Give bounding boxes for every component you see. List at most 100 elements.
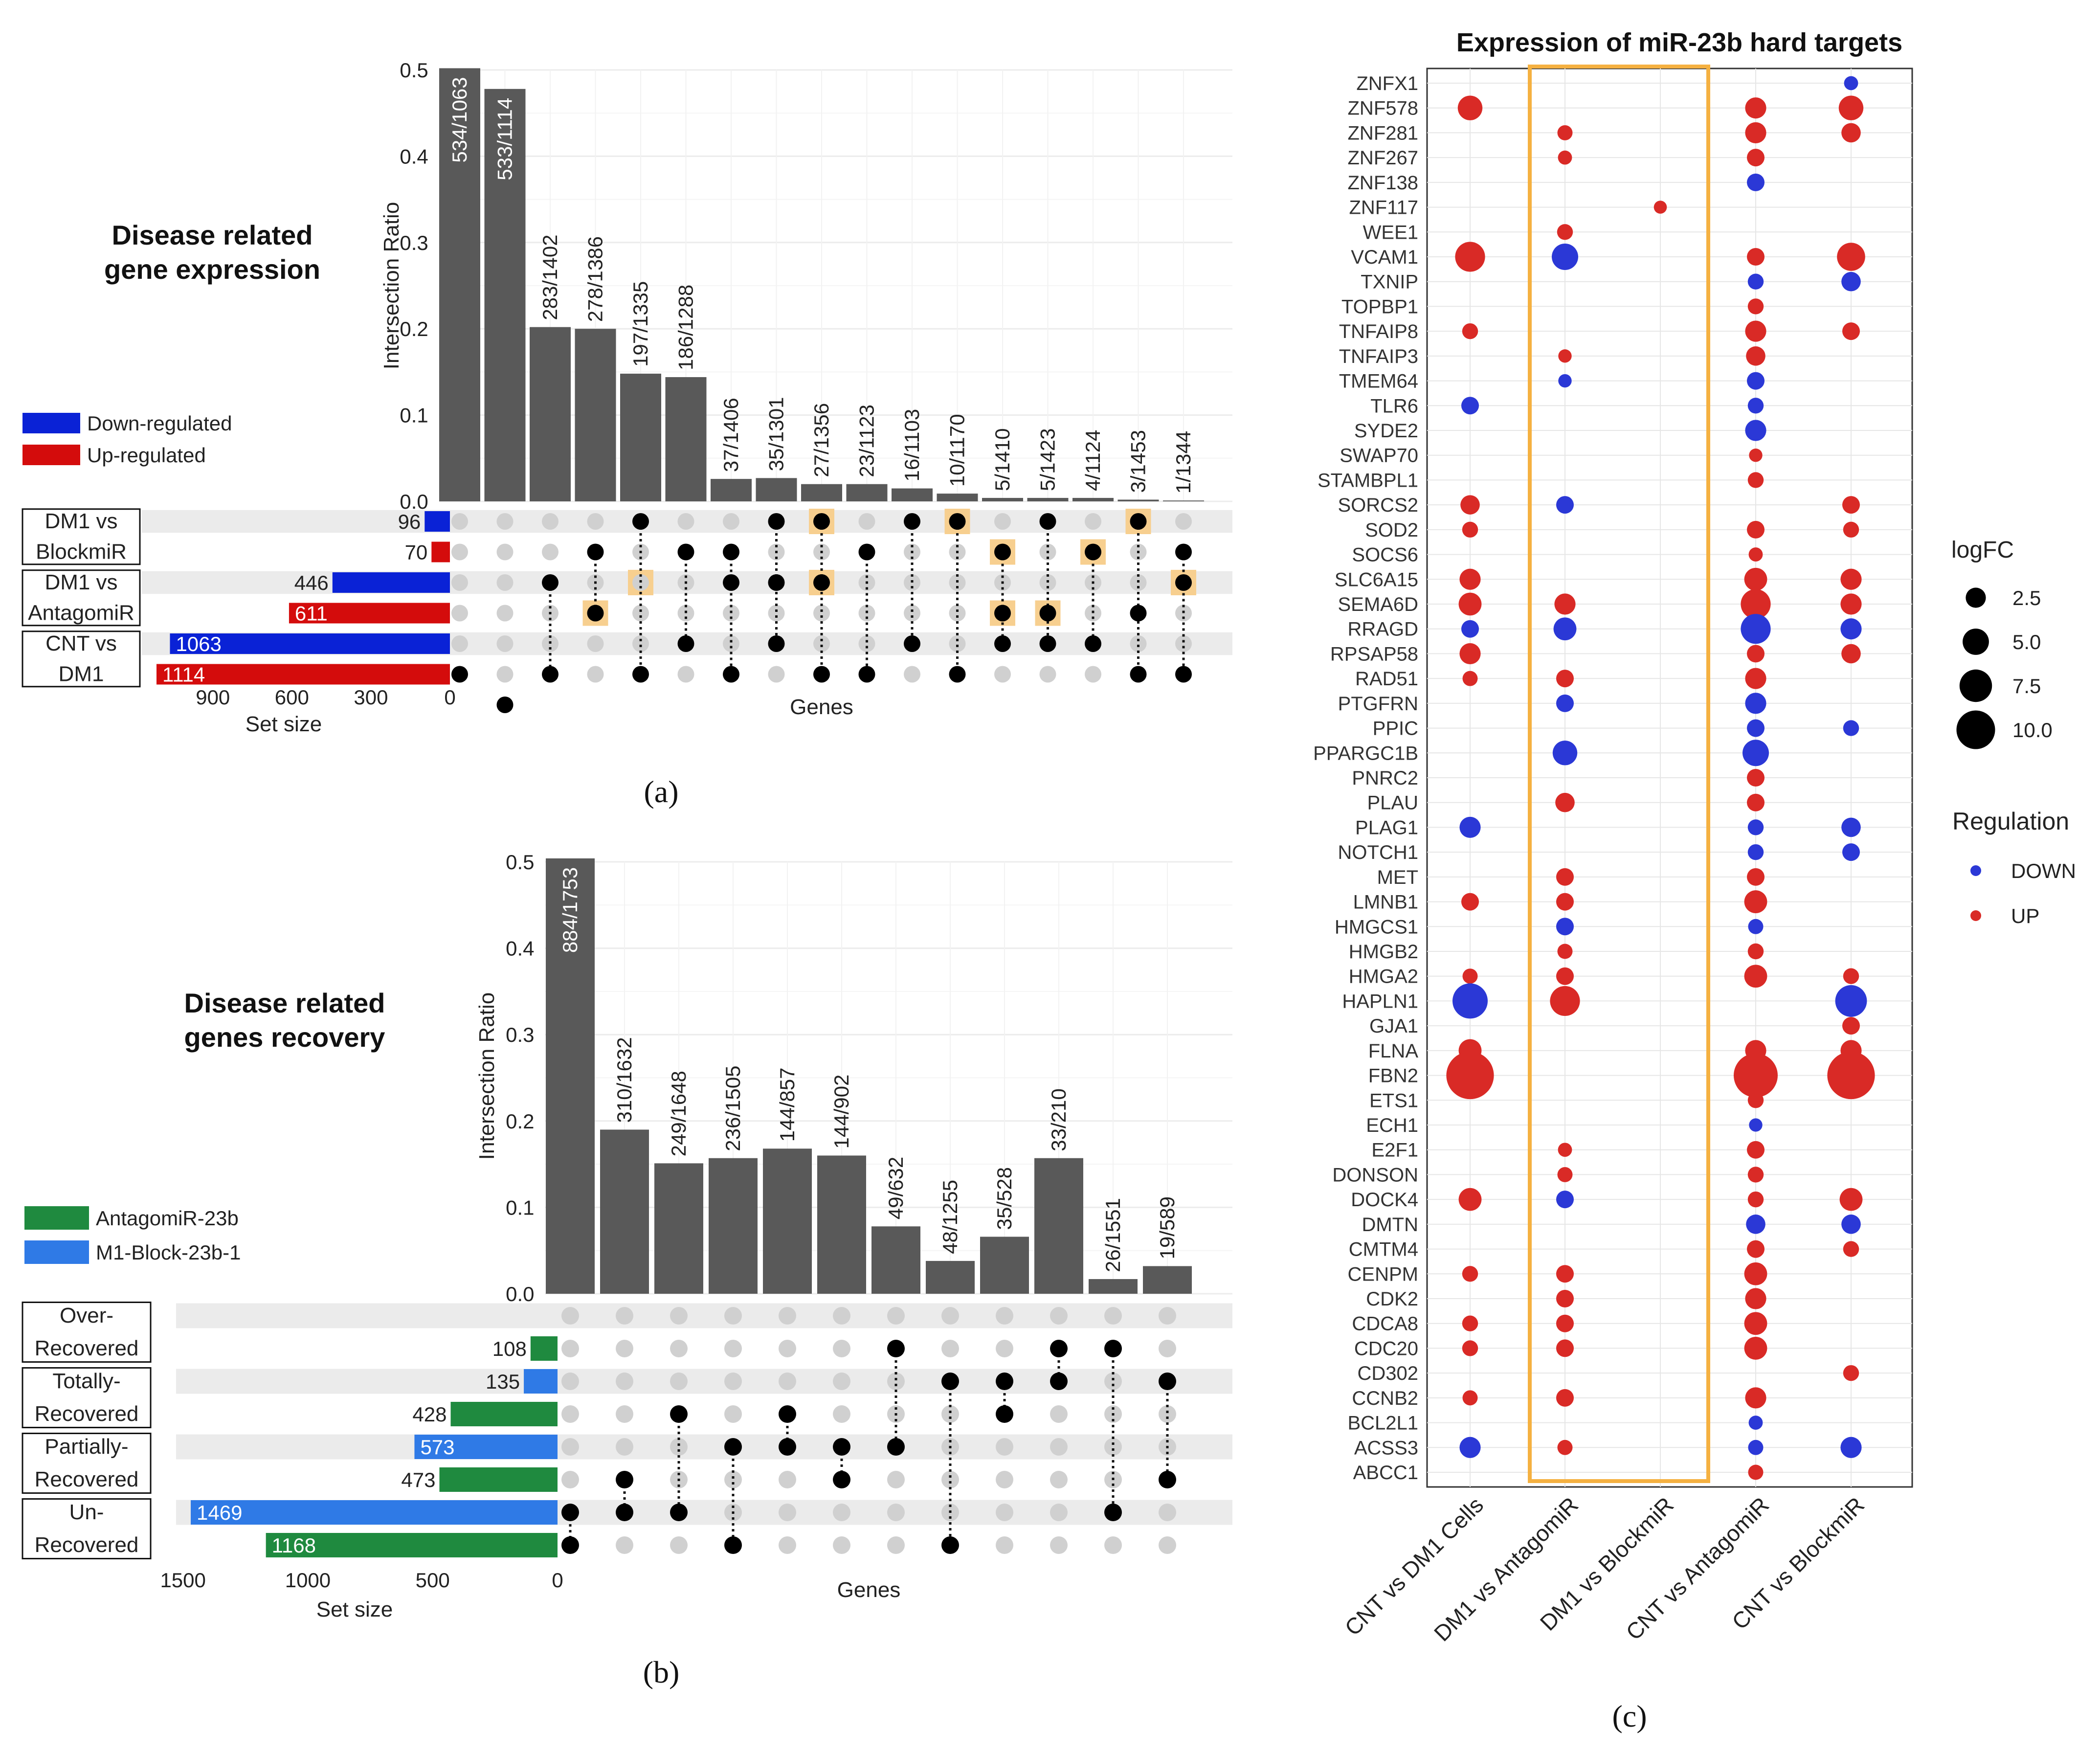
matrix-dot-filled	[1085, 543, 1101, 561]
matrix-dot-empty	[1159, 1307, 1176, 1325]
matrix-dot-empty	[1085, 666, 1101, 683]
y-tick-label: 0.3	[506, 1023, 534, 1046]
data-point	[1841, 1215, 1861, 1234]
matrix-dot-empty	[724, 1307, 742, 1325]
data-point	[1460, 495, 1480, 515]
data-point	[1842, 496, 1860, 514]
matrix-dot-filled	[587, 543, 604, 561]
data-point	[1747, 398, 1764, 414]
bar	[763, 1148, 812, 1294]
matrix-dot-empty	[496, 666, 514, 683]
gene-label: CCNB2	[1352, 1388, 1418, 1409]
gene-label: CDCA8	[1352, 1313, 1418, 1335]
data-point	[1843, 1365, 1859, 1381]
data-point	[1556, 1389, 1574, 1407]
matrix-dot-empty	[1159, 1405, 1176, 1423]
upset-panel-b: 0.0 0.1 0.2 0.3 0.4 0.5 Intersection Ratio 884/…	[22, 851, 1232, 1621]
data-point	[1552, 741, 1578, 765]
data-point	[1558, 349, 1572, 363]
bar	[1143, 1266, 1192, 1294]
legend-color-label: DOWN	[2011, 859, 2076, 882]
data-point	[1558, 1143, 1572, 1157]
data-point	[1844, 76, 1858, 90]
matrix-dot-empty	[670, 1340, 688, 1357]
matrix-dot-empty	[833, 1340, 850, 1357]
matrix-dot-empty	[833, 1504, 850, 1521]
set-size-bar	[170, 633, 450, 654]
bar-label: 236/1505	[721, 1066, 744, 1151]
gene-label: PLAU	[1367, 792, 1419, 814]
data-point	[1455, 242, 1485, 272]
bar	[1072, 497, 1114, 501]
set-row-band	[176, 1369, 558, 1394]
matrix-dot-filled	[779, 1405, 796, 1423]
gene-label: DOCK4	[1351, 1189, 1418, 1211]
set-size-bar	[450, 1402, 558, 1426]
matrix-dot-empty	[833, 1307, 850, 1325]
bar-label: 534/1063	[448, 77, 471, 162]
matrix-dot-filled	[833, 1438, 850, 1456]
data-point	[1557, 125, 1573, 140]
data-point	[1840, 618, 1862, 640]
data-point	[1749, 449, 1763, 462]
legend-label: M1-Block-23b-1	[96, 1241, 241, 1264]
matrix-dot-empty	[587, 635, 604, 652]
data-point	[1838, 95, 1864, 120]
matrix-dot-filled	[994, 605, 1011, 622]
gene-label: ZNF267	[1348, 147, 1419, 169]
data-point	[1744, 965, 1767, 988]
bar	[711, 479, 752, 501]
matrix-dot-empty	[496, 635, 514, 652]
data-point	[1748, 1464, 1764, 1480]
legend-size-dot	[1963, 629, 1989, 655]
gene-label: ACSS3	[1354, 1437, 1418, 1459]
matrix-dot-empty	[994, 666, 1011, 683]
legend-swatch	[24, 1240, 89, 1264]
bar-label: 186/1288	[674, 285, 697, 370]
bar-label: 1/1344	[1172, 431, 1195, 494]
matrix-dot-filled	[561, 1504, 579, 1521]
data-point	[1842, 322, 1860, 340]
gene-label: SLC6A15	[1335, 569, 1418, 590]
data-point	[1556, 868, 1574, 886]
set-group-label: DM1 vs	[45, 509, 117, 533]
matrix-dot-filled	[941, 1372, 959, 1390]
data-point	[1557, 1440, 1573, 1455]
set-size-label: 1469	[197, 1501, 242, 1524]
matrix-dot-empty	[779, 1504, 796, 1521]
set-size-label: 573	[420, 1436, 454, 1459]
bar	[600, 1129, 649, 1294]
matrix-dot-empty	[561, 1340, 579, 1357]
set-size-label: 611	[295, 602, 328, 625]
matrix-dot-empty	[1050, 1536, 1068, 1554]
bar-label: 37/1406	[719, 398, 742, 472]
gene-label: CMTM4	[1349, 1239, 1418, 1260]
gene-label: TXNIP	[1361, 271, 1418, 293]
data-point	[1556, 967, 1574, 985]
gene-label: SOD2	[1365, 519, 1418, 541]
bar-label: 48/1255	[938, 1180, 961, 1254]
data-point	[1747, 645, 1765, 663]
legend-swatch	[22, 413, 80, 433]
bar-label: 197/1335	[629, 281, 652, 367]
legend-label: Up-regulated	[87, 444, 206, 467]
data-point	[1462, 1266, 1478, 1282]
matrix-dot-empty	[561, 1405, 579, 1423]
matrix-dot-filled	[616, 1504, 633, 1521]
matrix-dot-empty	[616, 1340, 633, 1357]
data-point	[1457, 95, 1483, 120]
data-point	[1462, 671, 1478, 686]
bar-label: 884/1753	[559, 867, 581, 953]
bar	[1034, 1158, 1083, 1294]
matrix-dot-filled	[1130, 605, 1147, 622]
matrix-dot-filled	[779, 1438, 796, 1456]
matrix-dot-filled	[1039, 635, 1056, 652]
matrix-dot-filled	[587, 605, 604, 622]
matrix-dot-empty	[561, 1438, 579, 1456]
bar	[484, 89, 526, 502]
data-point	[1557, 944, 1573, 959]
matrix-dot-empty	[616, 1307, 633, 1325]
matrix-dot-filled	[994, 543, 1011, 561]
legend-swatch	[24, 1206, 89, 1230]
matrix-dot-filled	[496, 697, 514, 713]
